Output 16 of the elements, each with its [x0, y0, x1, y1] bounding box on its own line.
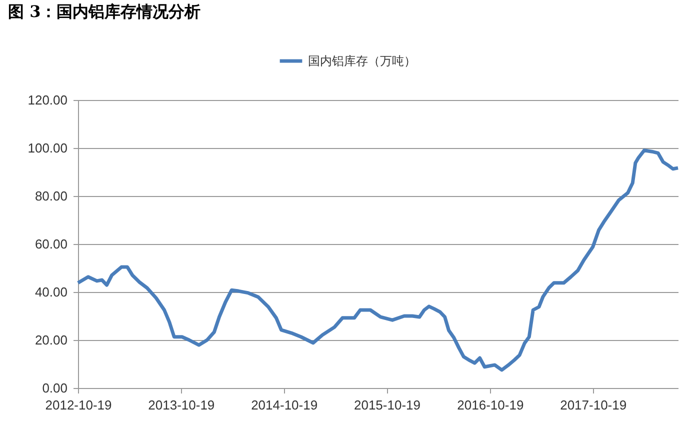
y-tick-label: 60.00: [34, 236, 68, 252]
x-tick-label: 2013-10-19: [148, 398, 215, 412]
y-tick-label: 80.00: [34, 188, 68, 204]
x-tick-label: 2014-10-19: [251, 398, 318, 412]
y-tick-label: 100.00: [28, 140, 68, 156]
line-series: [76, 148, 680, 372]
x-tick-label: 2015-10-19: [354, 398, 420, 412]
y-tick-label: 20.00: [34, 332, 68, 348]
y-tick-label: 120.00: [28, 92, 68, 108]
x-tick-label: 2016-10-19: [457, 398, 524, 412]
x-tick-label: 2017-10-19: [560, 398, 627, 412]
y-tick-label: 0.00: [42, 380, 68, 396]
chart-title: 图 3：国内铝库存情况分析: [8, 2, 201, 21]
y-tick-label: 40.00: [34, 284, 68, 300]
x-tick-label: 2012-10-19: [45, 398, 112, 412]
legend-label: 国内铝库存（万吨）: [308, 54, 416, 68]
